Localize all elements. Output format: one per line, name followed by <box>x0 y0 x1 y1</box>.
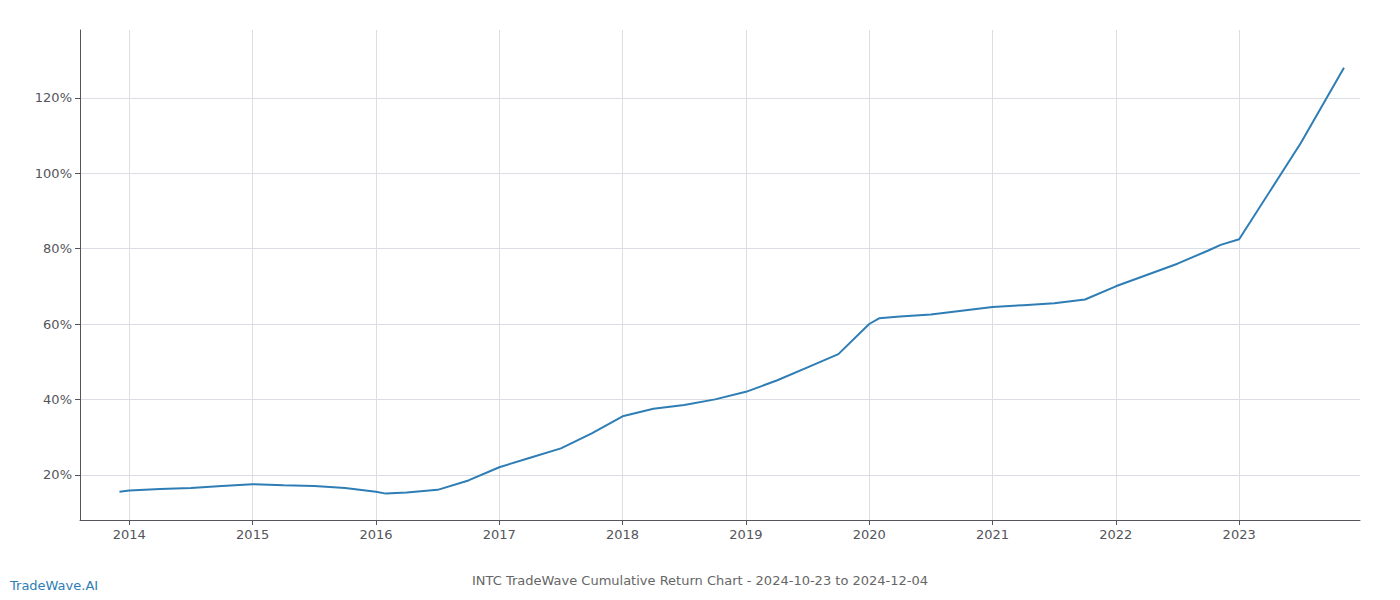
svg-text:100%: 100% <box>35 166 72 181</box>
svg-text:2021: 2021 <box>976 527 1009 542</box>
svg-text:40%: 40% <box>43 392 72 407</box>
svg-text:2015: 2015 <box>236 527 269 542</box>
svg-text:2017: 2017 <box>483 527 516 542</box>
svg-text:TradeWave.AI: TradeWave.AI <box>9 578 98 593</box>
svg-text:60%: 60% <box>43 317 72 332</box>
svg-text:INTC TradeWave Cumulative Retu: INTC TradeWave Cumulative Return Chart -… <box>472 573 928 588</box>
svg-text:2019: 2019 <box>729 527 762 542</box>
svg-text:2020: 2020 <box>853 527 886 542</box>
svg-text:120%: 120% <box>35 90 72 105</box>
svg-text:2016: 2016 <box>359 527 392 542</box>
svg-text:2023: 2023 <box>1223 527 1256 542</box>
svg-text:2018: 2018 <box>606 527 639 542</box>
svg-text:80%: 80% <box>43 241 72 256</box>
svg-text:20%: 20% <box>43 467 72 482</box>
svg-text:2014: 2014 <box>113 527 146 542</box>
svg-text:2022: 2022 <box>1099 527 1132 542</box>
